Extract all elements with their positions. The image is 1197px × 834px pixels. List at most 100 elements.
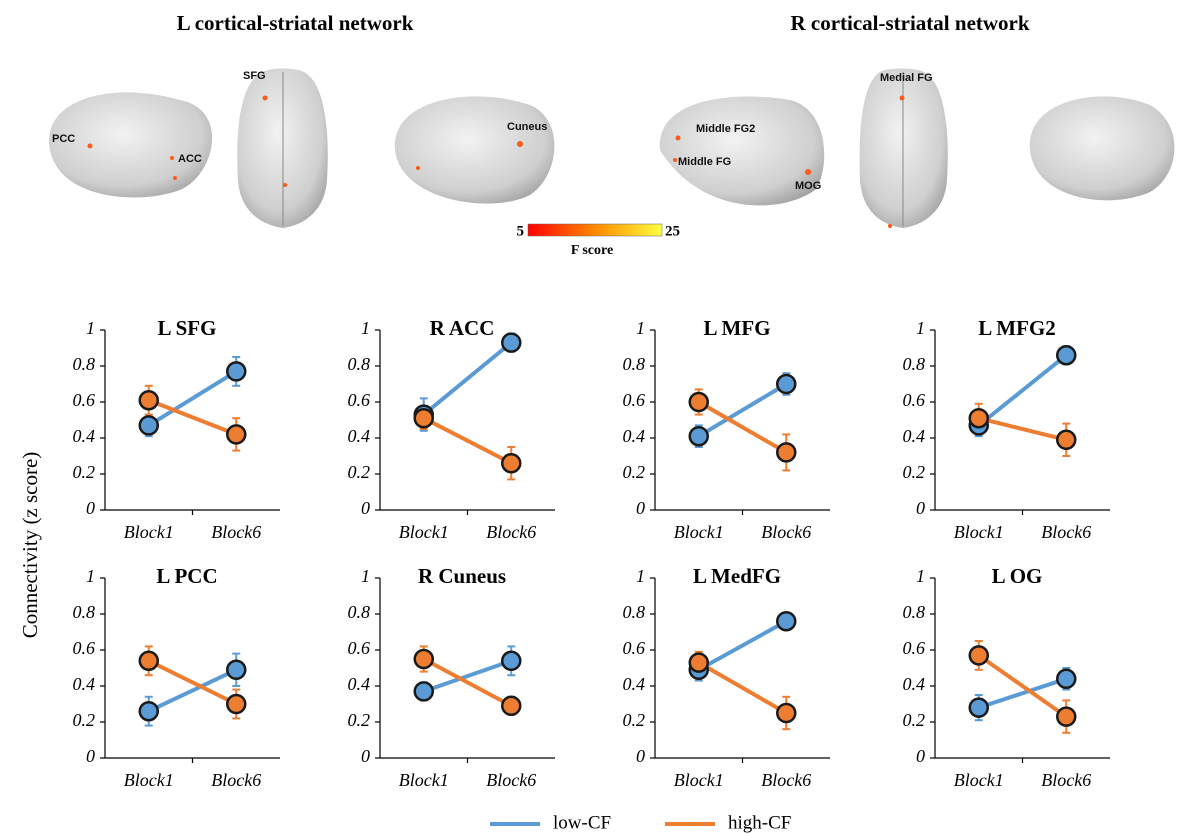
x-tick-label: Block6 bbox=[211, 522, 261, 542]
colorbar-label: F score bbox=[571, 243, 613, 258]
series-line bbox=[422, 657, 513, 708]
chart-title: L OG bbox=[992, 564, 1043, 588]
series-line bbox=[978, 416, 1067, 442]
data-point bbox=[501, 695, 522, 717]
series-line bbox=[978, 676, 1067, 710]
data-point bbox=[776, 373, 797, 395]
data-point bbox=[1056, 706, 1077, 727]
x-tick-label: Block6 bbox=[1041, 522, 1091, 542]
colorbar bbox=[527, 223, 663, 237]
data-point bbox=[968, 407, 989, 429]
chart-title: L MFG2 bbox=[978, 316, 1056, 340]
y-tick-label: 1 bbox=[916, 566, 925, 586]
y-tick-label: 1 bbox=[916, 318, 925, 338]
y-tick-label: 0.4 bbox=[623, 426, 646, 446]
chart-panel: 0 0.2 0.4 0.6 0.8 1 Block1 Block6 R Cuneus bbox=[348, 564, 555, 790]
chart-panel: 0 0.2 0.4 0.6 0.8 1 Block1 Block6 R ACC bbox=[348, 316, 555, 542]
chart-panel: 0 0.2 0.4 0.6 0.8 1 Block1 Block6 L PCC bbox=[73, 564, 280, 790]
y-tick-label: 0.6 bbox=[623, 638, 646, 658]
legend: low-CF high-CF bbox=[490, 812, 791, 833]
y-tick-label: 0.4 bbox=[73, 426, 96, 446]
data-point bbox=[138, 700, 159, 722]
legend-label: low-CF bbox=[553, 812, 611, 833]
y-tick-label: 0.6 bbox=[348, 390, 371, 410]
y-axis-label: Connectivity (z score) bbox=[18, 452, 42, 639]
y-tick-label: 0.4 bbox=[73, 674, 96, 694]
left-network-title: L cortical-striatal network bbox=[177, 11, 414, 35]
legend-label: high-CF bbox=[728, 812, 791, 833]
y-tick-label: 0.6 bbox=[903, 638, 926, 658]
series-line bbox=[977, 353, 1068, 427]
y-tick-label: 0.2 bbox=[903, 710, 926, 730]
brain-image bbox=[49, 92, 213, 198]
series-line bbox=[423, 658, 512, 694]
brain-panel: L cortical-striatal network R cortical-s… bbox=[49, 11, 1175, 258]
series-line bbox=[697, 660, 788, 715]
y-tick-label: 0.6 bbox=[73, 390, 96, 410]
region-label: Middle FG2 bbox=[696, 123, 755, 135]
x-tick-label: Block6 bbox=[1041, 770, 1091, 790]
y-tick-label: 0.6 bbox=[348, 638, 371, 658]
y-tick-label: 1 bbox=[636, 318, 645, 338]
data-point bbox=[776, 702, 797, 724]
y-tick-label: 0.2 bbox=[623, 710, 646, 730]
chart-panel: 0 0.2 0.4 0.6 0.8 1 Block1 Block6 L MFG2 bbox=[903, 316, 1110, 542]
y-tick-label: 0 bbox=[916, 498, 925, 518]
data-point bbox=[968, 645, 989, 666]
chart-title: L SFG bbox=[158, 316, 217, 340]
y-tick-label: 0.8 bbox=[73, 602, 96, 622]
data-point bbox=[501, 332, 522, 353]
y-tick-label: 0.2 bbox=[623, 462, 646, 482]
y-tick-label: 1 bbox=[361, 566, 370, 586]
data-point bbox=[1056, 429, 1077, 451]
data-point bbox=[776, 610, 797, 632]
data-point bbox=[138, 389, 159, 411]
region-label: SFG bbox=[243, 70, 266, 82]
series-line bbox=[147, 659, 238, 706]
data-point bbox=[413, 407, 434, 429]
x-tick-label: Block1 bbox=[399, 522, 449, 542]
x-tick-label: Block6 bbox=[761, 770, 811, 790]
series-line bbox=[697, 619, 788, 672]
colorbar-min: 5 bbox=[517, 223, 525, 239]
y-tick-label: 0 bbox=[636, 498, 645, 518]
colorbar-max: 25 bbox=[665, 223, 680, 239]
data-point bbox=[226, 424, 247, 445]
y-tick-label: 0.2 bbox=[73, 710, 96, 730]
y-tick-label: 0.8 bbox=[903, 354, 926, 374]
x-tick-label: Block6 bbox=[486, 522, 536, 542]
data-point bbox=[413, 681, 434, 702]
brain-image bbox=[659, 96, 825, 206]
data-point bbox=[413, 648, 434, 670]
x-tick-label: Block1 bbox=[124, 522, 174, 542]
region-label: ACC bbox=[178, 153, 202, 165]
x-tick-label: Block6 bbox=[486, 770, 536, 790]
x-tick-label: Block6 bbox=[211, 770, 261, 790]
y-tick-label: 0.4 bbox=[903, 674, 926, 694]
chart-panel: 0 0.2 0.4 0.6 0.8 1 Block1 Block6 L MFG bbox=[623, 316, 830, 542]
region-label: Medial FG bbox=[880, 72, 933, 84]
y-tick-label: 0.2 bbox=[903, 462, 926, 482]
region-label: MOG bbox=[795, 180, 821, 192]
region-label: Middle FG bbox=[678, 156, 731, 168]
data-point bbox=[688, 391, 709, 413]
y-tick-label: 0.8 bbox=[348, 354, 371, 374]
data-point bbox=[688, 425, 709, 447]
y-tick-label: 0.8 bbox=[623, 354, 646, 374]
series-line bbox=[977, 653, 1068, 719]
y-tick-label: 0.2 bbox=[348, 710, 371, 730]
y-tick-label: 1 bbox=[636, 566, 645, 586]
y-tick-label: 0.4 bbox=[903, 426, 926, 446]
data-point bbox=[968, 697, 989, 718]
chart-title: R Cuneus bbox=[418, 564, 506, 588]
y-tick-label: 0.6 bbox=[623, 390, 646, 410]
chart-title: L PCC bbox=[156, 564, 217, 588]
data-point bbox=[138, 650, 159, 672]
chart-title: R ACC bbox=[430, 316, 495, 340]
series-line bbox=[697, 382, 788, 438]
y-tick-label: 0.6 bbox=[903, 390, 926, 410]
x-tick-label: Block1 bbox=[674, 770, 724, 790]
y-tick-label: 0.8 bbox=[348, 602, 371, 622]
activation-spots bbox=[87, 95, 905, 228]
series-line bbox=[147, 369, 238, 428]
